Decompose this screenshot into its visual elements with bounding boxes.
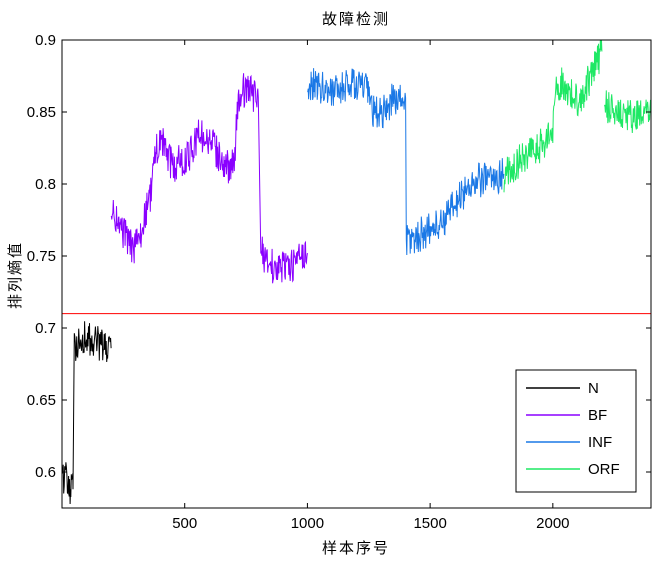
y-tick-label: 0.8 bbox=[35, 176, 56, 193]
legend-label: BF bbox=[588, 407, 607, 424]
x-tick-label: 1500 bbox=[413, 515, 446, 532]
plot-frame bbox=[61, 39, 652, 509]
plot-lines bbox=[62, 40, 651, 505]
y-tick-label: 0.9 bbox=[35, 32, 56, 49]
series-n bbox=[62, 321, 112, 505]
legend-label: INF bbox=[588, 434, 612, 451]
legend: N BF INF ORF bbox=[515, 369, 637, 493]
y-tick-label: 0.7 bbox=[35, 320, 56, 337]
x-tick-label: 1000 bbox=[291, 515, 324, 532]
ticks: 500 1000 1500 2000 0.6 0.65 0.7 0.75 0.8 0.85 0.9 bbox=[27, 32, 651, 532]
x-tick-label: 500 bbox=[172, 515, 197, 532]
series-bf-line bbox=[110, 73, 308, 284]
y-tick-label: 0.75 bbox=[27, 248, 56, 265]
y-tick-label: 0.6 bbox=[35, 464, 56, 481]
x-axis-label: 样本序号 bbox=[322, 539, 390, 557]
series-inf-line bbox=[307, 68, 505, 256]
y-tick-label: 0.85 bbox=[27, 104, 56, 121]
legend-label: ORF bbox=[588, 461, 620, 478]
legend-box bbox=[515, 369, 637, 493]
y-axis-label: 排列熵值 bbox=[6, 241, 24, 309]
series-n-line bbox=[62, 321, 112, 505]
series-orf-line bbox=[603, 90, 651, 134]
series-orf-line bbox=[503, 40, 603, 193]
series-bf bbox=[110, 73, 308, 284]
x-tick-label: 2000 bbox=[536, 515, 569, 532]
legend-label: N bbox=[588, 380, 599, 397]
series-inf bbox=[307, 68, 505, 256]
chart-title: 故障检测 bbox=[322, 10, 390, 28]
series-orf bbox=[503, 40, 651, 193]
y-tick-label: 0.65 bbox=[27, 392, 56, 409]
